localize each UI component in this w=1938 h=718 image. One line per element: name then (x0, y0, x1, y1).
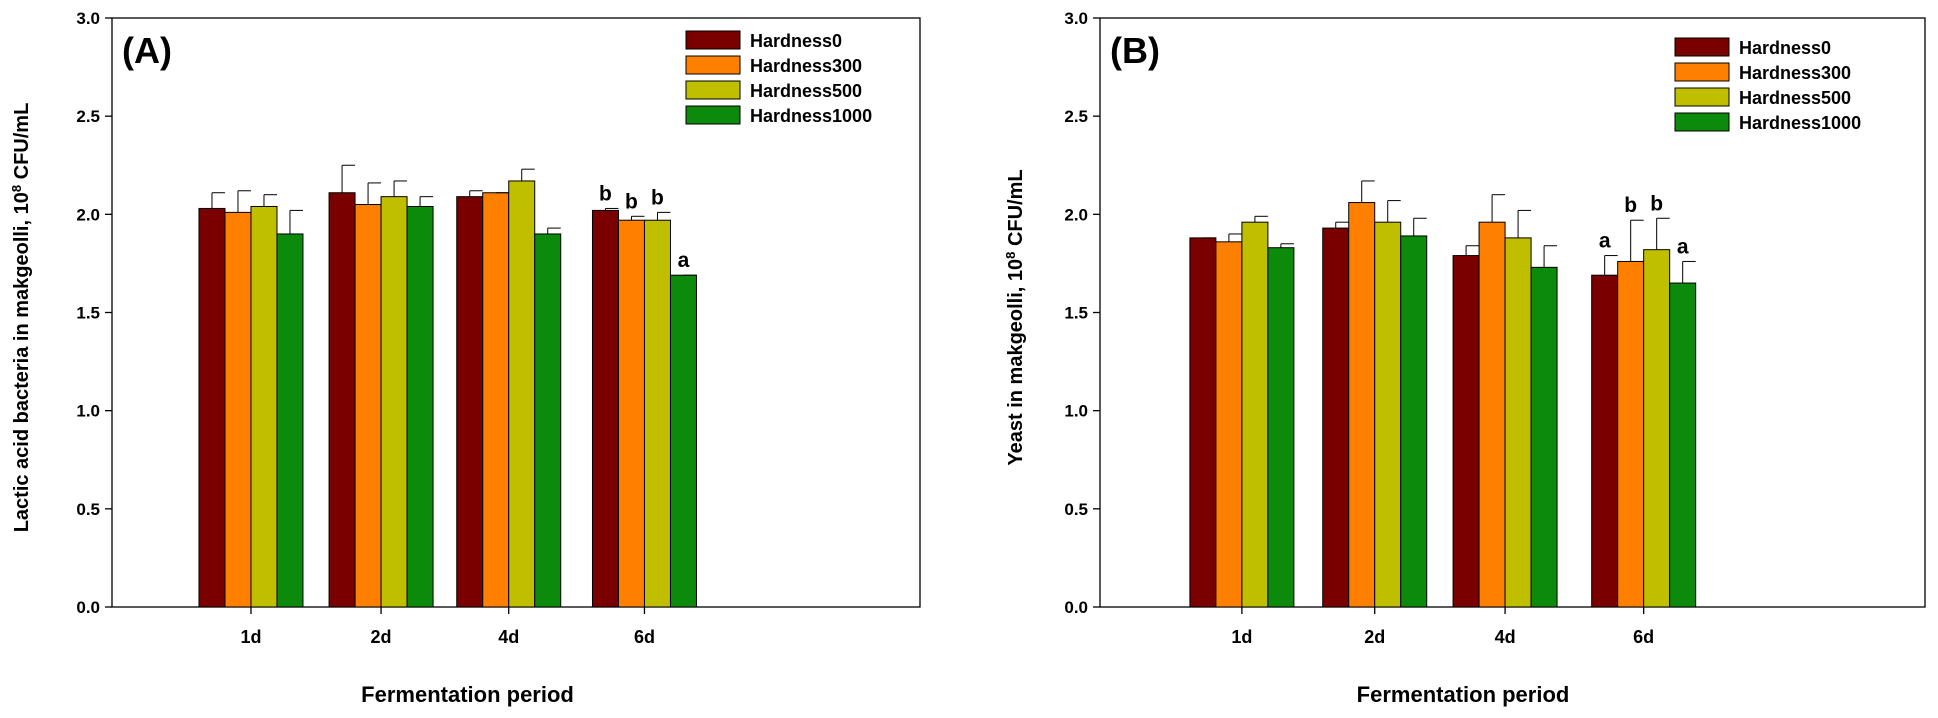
legend-swatch (685, 55, 741, 75)
bar (643, 219, 671, 608)
x-axis-title: Fermentation period (361, 682, 574, 707)
legend-label: Hardness0 (750, 31, 842, 51)
y-tick-label: 0.5 (76, 500, 100, 519)
bar (406, 205, 434, 608)
y-tick-label: 2.5 (76, 107, 100, 126)
y-tick-label: 1.0 (76, 402, 100, 421)
bar (669, 274, 697, 608)
bar (1241, 221, 1269, 608)
bar (1452, 255, 1480, 608)
x-tick-label: 6d (634, 627, 655, 647)
bar (1669, 282, 1697, 608)
y-tick-label: 3.0 (76, 9, 100, 28)
bar (1189, 237, 1217, 608)
y-tick-label: 3.0 (1064, 9, 1088, 28)
bar (591, 209, 619, 608)
significance-label: a (1599, 230, 1611, 253)
legend-label: Hardness0 (1739, 38, 1831, 58)
bar (1643, 249, 1671, 608)
bar (1348, 202, 1376, 608)
bar (276, 233, 304, 608)
x-tick-label: 2d (371, 627, 392, 647)
x-tick-label: 6d (1633, 627, 1654, 647)
bar (1322, 227, 1350, 608)
significance-label: b (1624, 194, 1637, 217)
legend-swatch (1674, 37, 1730, 57)
legend-swatch (1674, 112, 1730, 132)
bar (328, 192, 356, 608)
significance-label: b (599, 182, 612, 205)
legend-label: Hardness500 (1739, 88, 1851, 108)
y-tick-label: 0.0 (1064, 598, 1088, 617)
y-tick-label: 1.5 (76, 304, 100, 323)
bar (456, 196, 484, 608)
bar (617, 219, 645, 608)
legend-swatch (685, 105, 741, 125)
bar (1617, 260, 1645, 608)
bar (354, 204, 382, 608)
y-axis-title: Yeast in makgeolli, 108 CFU/mL (1003, 169, 1028, 465)
legend-label: Hardness300 (750, 56, 862, 76)
legend-label: Hardness1000 (1739, 113, 1861, 133)
bar (1478, 221, 1506, 608)
bar (1530, 266, 1558, 608)
y-tick-label: 2.0 (1064, 205, 1088, 224)
legend-swatch (1674, 62, 1730, 82)
bar (198, 207, 226, 608)
x-tick-label: 4d (498, 627, 519, 647)
y-tick-label: 1.5 (1064, 304, 1088, 323)
x-axis-title: Fermentation period (1357, 682, 1570, 707)
bar (1374, 221, 1402, 608)
significance-label: b (625, 190, 638, 213)
significance-label: b (651, 186, 664, 209)
x-tick-label: 2d (1364, 627, 1385, 647)
significance-label: b (1650, 192, 1663, 215)
bar (380, 196, 408, 608)
bar (224, 211, 252, 608)
bar (1504, 237, 1532, 608)
chart-panel-a: 0.00.51.01.52.02.53.01d 2d 4d 6db b ba(A) Hard… (9, 9, 921, 707)
significance-label: a (1677, 235, 1689, 258)
y-tick-label: 0.5 (1064, 500, 1088, 519)
bar (1591, 274, 1619, 608)
legend-label: Hardness300 (1739, 63, 1851, 83)
bar (250, 205, 278, 608)
panel-label: (A) (122, 30, 172, 71)
bar (1400, 235, 1428, 608)
x-tick-label: 4d (1495, 627, 1516, 647)
bar (534, 233, 562, 608)
x-tick-label: 1d (240, 627, 261, 647)
panel-label: (B) (1110, 30, 1160, 71)
y-tick-label: 2.5 (1064, 107, 1088, 126)
legend-swatch (685, 80, 741, 100)
legend-label: Hardness1000 (750, 106, 872, 126)
bar (482, 192, 510, 608)
y-tick-label: 0.0 (76, 598, 100, 617)
y-axis-title: Lactic acid bacteria in makgeolli, 108 C… (9, 103, 34, 533)
bar (508, 180, 536, 608)
x-tick-label: 1d (1231, 627, 1252, 647)
y-tick-label: 2.0 (76, 205, 100, 224)
y-tick-label: 1.0 (1064, 402, 1088, 421)
bar (1215, 241, 1243, 608)
significance-label: a (678, 249, 690, 272)
bar (1267, 247, 1295, 608)
legend-label: Hardness500 (750, 81, 862, 101)
legend-swatch (1674, 87, 1730, 107)
legend-swatch (685, 30, 741, 50)
